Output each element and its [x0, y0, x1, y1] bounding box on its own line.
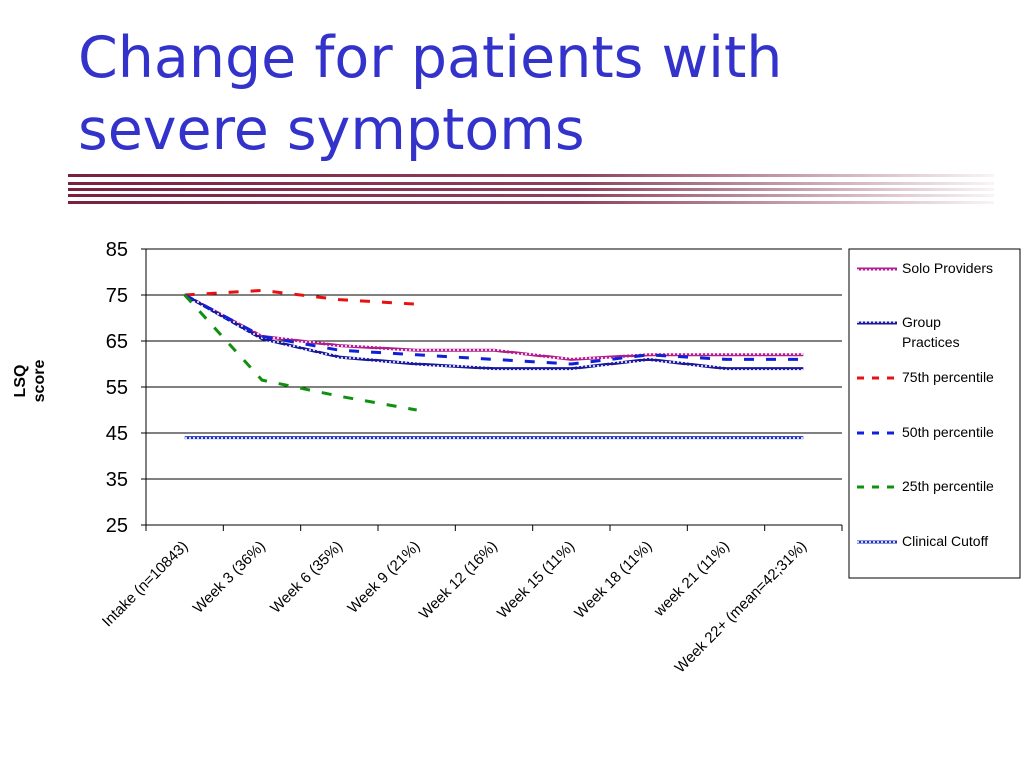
series-line-75th-percentile [184, 288, 417, 306]
x-tick-label: Week 3 (36%) [190, 538, 269, 617]
slide-title-line-2: severe symptoms [78, 97, 585, 163]
legend-label-solo-providers: Solo Providers [902, 260, 993, 276]
legend-label-group-practices: Group Practices [902, 314, 960, 350]
x-tick-label: Week 6 (35%) [267, 538, 346, 617]
series-line-group-practices [183, 293, 804, 371]
x-tick-label: Week 15 (11%) [494, 538, 578, 622]
legend-label-50th-percentile: 50th percentile [902, 424, 994, 440]
legend-label-line: Group [902, 314, 941, 330]
x-tick-label: week 21 (11%) [650, 538, 733, 621]
series-line-25th-percentile [183, 293, 417, 412]
legend-label-line: Clinical Cutoff [902, 533, 988, 549]
slide-title-line-1: Change for patients with [78, 25, 783, 91]
legend-label-line: Solo Providers [902, 260, 993, 276]
legend-label-line: 50th percentile [902, 424, 994, 440]
legend-label-clinical-cutoff: Clinical Cutoff [902, 533, 988, 549]
legend-label-25th-percentile: 25th percentile [902, 478, 994, 494]
axes [141, 248, 843, 531]
y-axis-title-line: score [31, 360, 48, 403]
y-tick-label-35: 35 [106, 469, 128, 491]
slide-title: Change for patients with severe symptoms [78, 22, 978, 166]
y-axis-title: LSQ score [12, 360, 48, 403]
legend-label-line: 25th percentile [902, 478, 994, 494]
x-tick-label: Intake (n=10843) [99, 538, 192, 631]
series-lines [183, 288, 804, 440]
series-line-50th-percentile [183, 293, 804, 366]
title-divider [68, 174, 994, 204]
y-tick-label-25: 25 [106, 515, 128, 537]
x-tick-label: Week 9 (21%) [344, 538, 423, 617]
grid-lines [146, 248, 842, 526]
legend-label-line: Practices [902, 334, 960, 350]
y-tick-label-45: 45 [106, 423, 128, 445]
y-tick-label-85: 85 [106, 239, 128, 261]
x-tick-label: Week 22+ (mean=42;31%) [672, 538, 811, 677]
y-tick-label-55: 55 [106, 377, 128, 399]
y-tick-label-75: 75 [106, 285, 128, 307]
legend: Solo Providers Group Practices 75th percent… [848, 248, 1021, 579]
y-axis-title-line: LSQ [12, 365, 29, 398]
x-tick-label: Week 18 (11%) [571, 538, 655, 622]
series-line-solo-providers [183, 293, 804, 361]
legend-box [848, 248, 1021, 579]
legend-label-75th-percentile: 75th percentile [902, 369, 994, 385]
x-tick-label: Week 12 (16%) [416, 538, 501, 623]
y-tick-label-65: 65 [106, 331, 128, 353]
legend-label-line: 75th percentile [902, 369, 994, 385]
